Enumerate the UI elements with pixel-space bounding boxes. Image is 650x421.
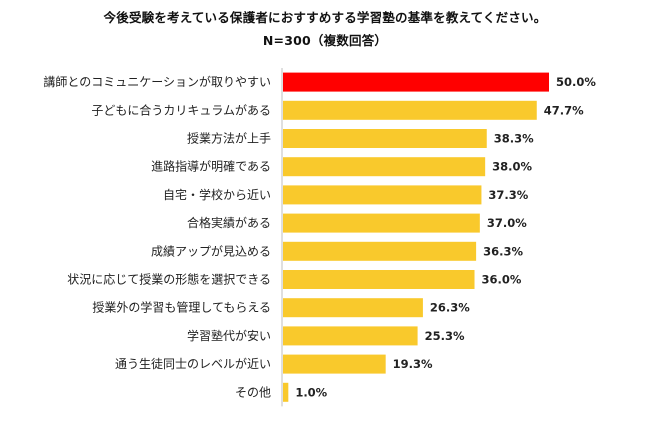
- category-label: 成績アップが見込める: [151, 243, 271, 258]
- bar: [283, 213, 480, 233]
- bar: [283, 270, 475, 289]
- bar: [283, 157, 486, 177]
- category-label: 子どもに合うカリキュラムがある: [91, 102, 271, 117]
- data-label: 36.3%: [483, 244, 523, 258]
- category-label: 授業外の学習も管理してもらえる: [92, 300, 271, 315]
- data-label: 37.0%: [487, 216, 527, 230]
- category-label: 通う生徒同士のレベルが近い: [115, 356, 271, 371]
- chart-title: 今後受験を考えている保護者におすすめする学習塾の基準を教えてください。: [103, 10, 547, 25]
- category-label: 授業方法が上手: [187, 131, 271, 146]
- bar: [283, 185, 482, 205]
- data-label: 47.7%: [544, 103, 584, 117]
- data-label: 38.0%: [492, 160, 532, 174]
- bar: [283, 382, 289, 402]
- category-label: 自宅・学校から近い: [163, 187, 271, 202]
- data-label: 38.3%: [494, 132, 534, 146]
- bar: [283, 298, 423, 318]
- bar: [283, 72, 549, 92]
- category-label: 学習塾代が安い: [187, 328, 271, 343]
- bar: [283, 100, 537, 120]
- category-label: 講師とのコミュニケーションが取りやすい: [43, 74, 271, 89]
- bar: [283, 326, 418, 346]
- data-label: 19.3%: [393, 357, 433, 371]
- category-label: その他: [235, 385, 271, 399]
- data-label: 50.0%: [556, 75, 596, 89]
- data-label: 1.0%: [295, 385, 327, 399]
- category-label: 状況に応じて授業の形態を選択できる: [67, 272, 271, 287]
- data-label: 37.3%: [488, 188, 528, 202]
- bar: [283, 354, 386, 374]
- category-label: 進路指導が明確である: [151, 159, 271, 174]
- bar: [283, 241, 477, 261]
- category-label: 合格実績がある: [187, 215, 271, 230]
- data-label: 25.3%: [425, 329, 465, 343]
- chart-subtitle: N=300（複数回答）: [262, 33, 388, 48]
- bar: [283, 129, 487, 148]
- data-label: 36.0%: [482, 273, 522, 287]
- data-label: 26.3%: [430, 301, 470, 315]
